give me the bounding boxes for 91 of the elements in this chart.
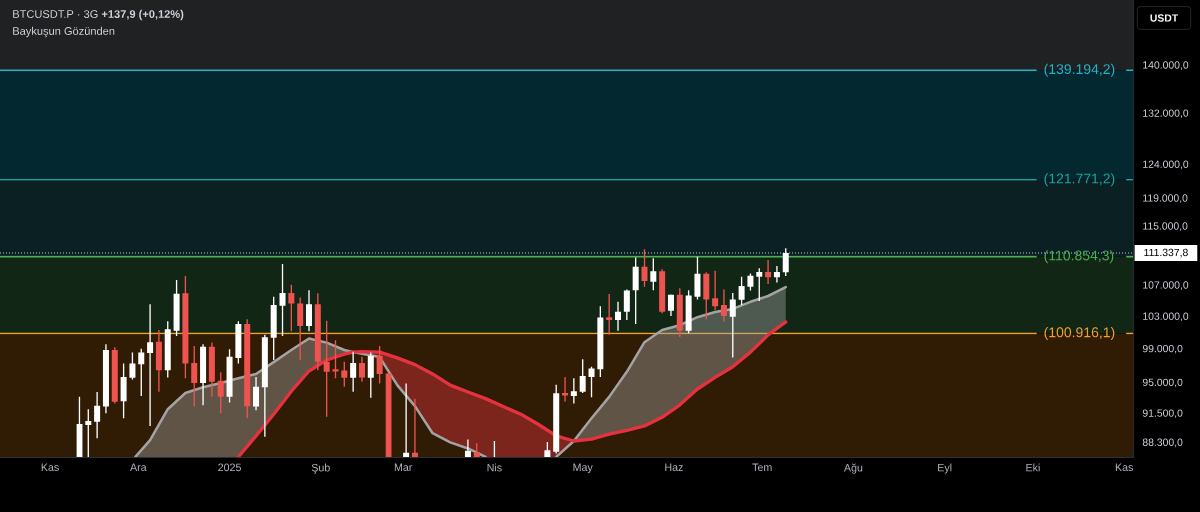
candlestick — [261, 334, 268, 437]
candlestick — [350, 351, 357, 392]
candlestick — [703, 272, 710, 320]
x-tick-label: Haz — [665, 463, 683, 472]
candlestick — [473, 443, 480, 457]
x-tick-label: May — [573, 463, 593, 474]
line-series — [236, 320, 788, 457]
ref-line-label: (110.854,3) — [1044, 250, 1114, 264]
candlestick — [297, 297, 304, 361]
candlestick — [173, 279, 180, 337]
candlestick — [129, 352, 136, 380]
candlestick — [729, 292, 736, 358]
x-tick-label: Kas — [41, 463, 59, 472]
candlestick — [376, 345, 383, 384]
x-tick-label: Nis — [487, 463, 502, 472]
y-tick-label: 107.000,0 — [1143, 281, 1189, 290]
candlestick — [623, 289, 630, 320]
candlestick — [341, 361, 348, 387]
y-tick-label: 91.500,0 — [1142, 409, 1183, 418]
candlestick — [120, 363, 127, 419]
y-tick-label: 88.300,0 — [1142, 438, 1183, 448]
candlestick — [403, 383, 410, 457]
candlestick — [182, 276, 189, 379]
candlestick — [217, 372, 224, 414]
x-tick-label: Ara — [130, 463, 147, 472]
y-tick-label: 115.000,0 — [1143, 222, 1188, 231]
candlestick — [306, 290, 313, 332]
x-tick-label: Eki — [1026, 463, 1040, 472]
ref-line-label: 111.337,8 — [1144, 248, 1188, 258]
candlestick — [562, 376, 569, 402]
candlestick — [226, 349, 233, 403]
candlestick — [147, 304, 154, 426]
candlestick — [782, 248, 789, 277]
text: Baykuşun Gözünden — [13, 26, 115, 38]
candlestick — [164, 321, 171, 378]
y-tick-label: 140.000,0 — [1143, 61, 1189, 70]
candlestick — [270, 296, 277, 361]
candlestick — [597, 306, 604, 377]
candlestick — [155, 330, 162, 392]
candlestick — [720, 289, 727, 322]
candlestick — [200, 344, 207, 406]
y-tick-label: 124.000,0 — [1143, 160, 1189, 170]
candlestick — [773, 265, 780, 283]
candlestick — [676, 288, 683, 337]
candlestick — [367, 352, 374, 398]
candlestick — [579, 359, 586, 393]
candlestick — [235, 321, 242, 364]
x-tick-label: Eyl — [938, 463, 952, 474]
candlestick — [650, 258, 657, 291]
ref-line-label: (139.194,2) — [1044, 63, 1115, 77]
candlestick — [667, 294, 674, 316]
candlestick — [659, 269, 666, 314]
candlestick — [411, 398, 418, 457]
candlestick — [641, 249, 648, 287]
candlestick — [94, 392, 101, 439]
candlestick — [615, 301, 622, 331]
ref-line-label: (121.771,2) — [1044, 173, 1115, 187]
candlestick — [111, 347, 118, 404]
candlestick — [102, 344, 109, 414]
candlestick — [765, 259, 772, 285]
ref-line-label: (100.916,1) — [1044, 326, 1115, 341]
y-tick-label: 99.000,0 — [1142, 344, 1183, 354]
x-tick-label: Mar — [394, 463, 413, 472]
candlestick — [358, 356, 365, 382]
x-tick-label: 2025 — [218, 463, 241, 472]
y-tick-label: 119.000,0 — [1143, 194, 1188, 203]
x-tick-label: Ağu — [843, 463, 863, 474]
candlestick — [738, 276, 745, 305]
candlestick — [253, 376, 260, 411]
candlestick — [632, 257, 639, 324]
y-tick-label: 132.000,0 — [1143, 109, 1189, 119]
candlestick — [244, 319, 251, 419]
candlestick — [544, 441, 551, 457]
y-axis-title: USDT — [1150, 14, 1179, 22]
candlestick — [314, 293, 321, 371]
y-tick-label: 103.000,0 — [1143, 312, 1189, 322]
candlestick — [685, 290, 692, 334]
x-tick-label: Tem — [752, 463, 772, 472]
y-tick-label: 95.000,0 — [1142, 378, 1183, 388]
text: BTCUSDT.P · 3G +137,9 (+0,12%) — [13, 9, 184, 21]
candlestick — [208, 342, 215, 397]
candlestick — [191, 345, 198, 407]
candlestick — [712, 270, 719, 311]
candlestick — [747, 273, 754, 291]
candlestick — [464, 439, 471, 457]
candlestick — [588, 366, 595, 398]
candlestick — [553, 384, 560, 454]
x-tick-label: Şub — [311, 463, 330, 474]
candlestick — [694, 256, 701, 300]
x-tick-label: Kas — [1115, 463, 1133, 472]
candlestick — [570, 378, 577, 404]
